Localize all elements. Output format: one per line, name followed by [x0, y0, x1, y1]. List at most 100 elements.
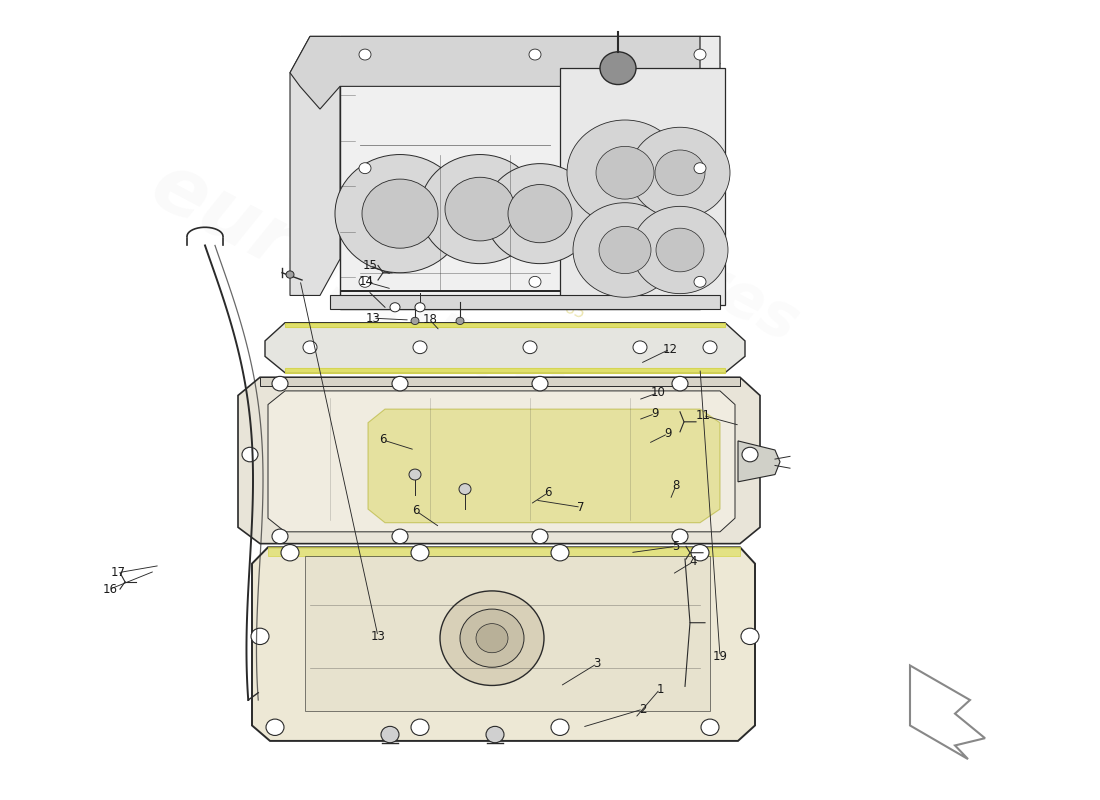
Text: 12: 12	[662, 342, 678, 355]
Circle shape	[459, 484, 471, 494]
Polygon shape	[368, 409, 720, 522]
Text: 7: 7	[578, 501, 585, 514]
Text: 17: 17	[110, 566, 125, 579]
Circle shape	[266, 719, 284, 735]
Circle shape	[630, 127, 730, 218]
Circle shape	[551, 545, 569, 561]
Polygon shape	[252, 547, 755, 741]
Circle shape	[701, 719, 719, 735]
Text: 3: 3	[593, 657, 601, 670]
Text: 14: 14	[359, 275, 374, 288]
Text: 13: 13	[371, 630, 385, 643]
Circle shape	[272, 376, 288, 391]
Text: 6: 6	[544, 486, 552, 499]
Circle shape	[242, 447, 258, 462]
Polygon shape	[285, 322, 725, 327]
Circle shape	[672, 529, 688, 544]
Circle shape	[532, 376, 548, 391]
Circle shape	[600, 52, 636, 85]
Circle shape	[440, 591, 544, 686]
Circle shape	[632, 341, 647, 354]
Polygon shape	[285, 368, 725, 373]
Text: 19: 19	[713, 650, 727, 663]
Circle shape	[411, 719, 429, 735]
Text: 9: 9	[651, 407, 659, 420]
Text: 13: 13	[365, 312, 381, 325]
Circle shape	[522, 341, 537, 354]
Circle shape	[566, 120, 683, 226]
Circle shape	[420, 154, 540, 264]
Text: eurospares: eurospares	[431, 117, 808, 356]
Polygon shape	[265, 322, 745, 373]
Text: 9: 9	[664, 427, 672, 440]
Circle shape	[460, 609, 524, 667]
Text: 4: 4	[690, 555, 696, 568]
Circle shape	[691, 545, 710, 561]
Circle shape	[600, 226, 651, 274]
Polygon shape	[290, 36, 340, 295]
Circle shape	[392, 376, 408, 391]
Text: 1: 1	[657, 682, 663, 695]
Circle shape	[251, 628, 270, 645]
Circle shape	[272, 529, 288, 544]
Circle shape	[742, 447, 758, 462]
Text: 10: 10	[650, 386, 666, 399]
Text: 8: 8	[672, 479, 680, 492]
Polygon shape	[238, 378, 760, 544]
Circle shape	[381, 726, 399, 742]
Circle shape	[286, 271, 294, 278]
Circle shape	[694, 162, 706, 174]
Circle shape	[694, 49, 706, 60]
Circle shape	[632, 206, 728, 294]
Text: a passion for cars since 1985: a passion for cars since 1985	[374, 224, 586, 322]
Circle shape	[446, 178, 515, 241]
Polygon shape	[260, 378, 740, 386]
Circle shape	[486, 726, 504, 742]
Circle shape	[703, 341, 717, 354]
Circle shape	[476, 624, 508, 653]
Circle shape	[362, 179, 438, 248]
Circle shape	[508, 185, 572, 242]
Text: eurospares: eurospares	[138, 146, 623, 454]
FancyBboxPatch shape	[560, 68, 725, 305]
Circle shape	[359, 49, 371, 60]
Circle shape	[654, 150, 705, 195]
Circle shape	[596, 146, 654, 199]
Circle shape	[412, 341, 427, 354]
Circle shape	[359, 162, 371, 174]
Circle shape	[529, 49, 541, 60]
Polygon shape	[268, 547, 740, 556]
Circle shape	[485, 164, 595, 264]
Circle shape	[672, 376, 688, 391]
Circle shape	[529, 276, 541, 287]
Text: 16: 16	[102, 582, 118, 595]
Circle shape	[302, 341, 317, 354]
Circle shape	[411, 318, 419, 325]
Text: a passion for cars since 1985: a passion for cars since 1985	[444, 392, 716, 517]
Circle shape	[390, 302, 400, 312]
Circle shape	[336, 154, 465, 273]
Text: 6: 6	[412, 505, 420, 518]
Polygon shape	[910, 666, 984, 759]
Circle shape	[415, 302, 425, 312]
Circle shape	[456, 318, 464, 325]
Circle shape	[656, 228, 704, 272]
Circle shape	[392, 529, 408, 544]
Circle shape	[741, 628, 759, 645]
Polygon shape	[268, 391, 735, 532]
Circle shape	[694, 276, 706, 287]
Polygon shape	[738, 441, 780, 482]
Circle shape	[551, 719, 569, 735]
Polygon shape	[305, 556, 710, 711]
Text: 18: 18	[422, 314, 438, 326]
Circle shape	[532, 529, 548, 544]
Polygon shape	[340, 36, 720, 309]
Circle shape	[409, 469, 421, 480]
Text: 5: 5	[672, 540, 680, 553]
Text: 15: 15	[363, 259, 377, 272]
FancyBboxPatch shape	[340, 36, 700, 309]
Text: 2: 2	[639, 702, 647, 715]
Text: 6: 6	[379, 434, 387, 446]
Text: 11: 11	[695, 409, 711, 422]
Polygon shape	[330, 295, 720, 309]
